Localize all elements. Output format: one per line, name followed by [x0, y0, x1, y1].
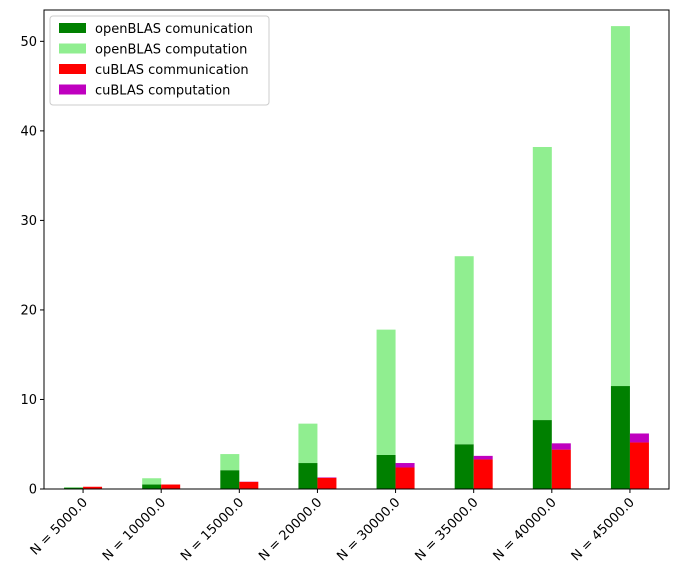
- bar-cublas-communication-1: [161, 484, 181, 489]
- bar-cublas-computation-5: [473, 455, 493, 460]
- bar-openblas-computation-2: [220, 454, 240, 471]
- bar-cublas-computation-7: [629, 433, 649, 443]
- x-tick-label: N = 35000.0: [412, 495, 481, 564]
- legend-label: cuBLAS computation: [95, 84, 230, 99]
- bar-cublas-communication-6: [551, 449, 571, 489]
- x-tick-label: N = 30000.0: [334, 495, 403, 564]
- legend-swatch: [59, 84, 86, 95]
- bar-openblas-communication-6: [532, 420, 552, 489]
- bar-openblas-communication-0: [64, 487, 84, 489]
- y-tick-label: 20: [20, 303, 37, 318]
- y-axis: 0 10 20 30 40 50: [20, 35, 44, 498]
- x-tick-label: N = 10000.0: [100, 495, 169, 564]
- bar-openblas-communication-1: [142, 484, 162, 489]
- bar-openblas-computation-4: [376, 329, 396, 455]
- bar-openblas-computation-3: [298, 423, 318, 464]
- x-tick-label: N = 40000.0: [491, 495, 560, 564]
- plot-frame: [43, 9, 670, 490]
- y-tick-label: 40: [20, 124, 37, 139]
- legend: openBLAS comunication openBLAS computatio…: [49, 15, 270, 106]
- y-tick-label: 30: [20, 214, 37, 229]
- bar-openblas-communication-3: [298, 463, 318, 489]
- bar-openblas-computation-7: [610, 26, 630, 387]
- bar-openblas-communication-4: [376, 454, 396, 489]
- bars-layer: [64, 26, 649, 489]
- bar-openblas-computation-6: [532, 146, 552, 421]
- legend-swatch: [59, 64, 86, 74]
- bar-openblas-communication-7: [610, 386, 630, 489]
- y-tick-label: 0: [29, 483, 37, 498]
- legend-label: cuBLAS communication: [95, 63, 249, 78]
- bar-openblas-computation-5: [454, 256, 474, 445]
- legend-label: openBLAS comunication: [95, 22, 253, 37]
- bar-cublas-computation-4: [395, 463, 415, 468]
- y-tick-label: 10: [20, 393, 37, 408]
- y-tick-label: 50: [20, 35, 37, 50]
- bar-cublas-communication-7: [629, 442, 649, 489]
- x-axis: N = 5000.0 N = 10000.0 N = 15000.0 N = 2000…: [28, 489, 638, 564]
- bar-openblas-communication-2: [220, 470, 240, 489]
- legend-swatch: [59, 23, 86, 33]
- bar-cublas-communication-2: [239, 481, 259, 489]
- bar-openblas-communication-5: [454, 444, 474, 489]
- legend-swatch: [59, 43, 86, 54]
- x-tick-label: N = 5000.0: [28, 495, 91, 558]
- x-tick-label: N = 15000.0: [178, 495, 247, 564]
- bar-openblas-computation-1: [142, 478, 162, 485]
- x-tick-label: N = 20000.0: [256, 495, 325, 564]
- bar-cublas-communication-5: [473, 459, 493, 489]
- legend-box: [49, 15, 270, 106]
- bar-cublas-communication-0: [83, 486, 103, 489]
- bar-cublas-computation-6: [551, 443, 571, 450]
- bar-cublas-communication-3: [317, 477, 337, 489]
- x-tick-label: N = 45000.0: [569, 495, 638, 564]
- legend-label: openBLAS computation: [95, 43, 247, 58]
- bar-cublas-communication-4: [395, 467, 415, 489]
